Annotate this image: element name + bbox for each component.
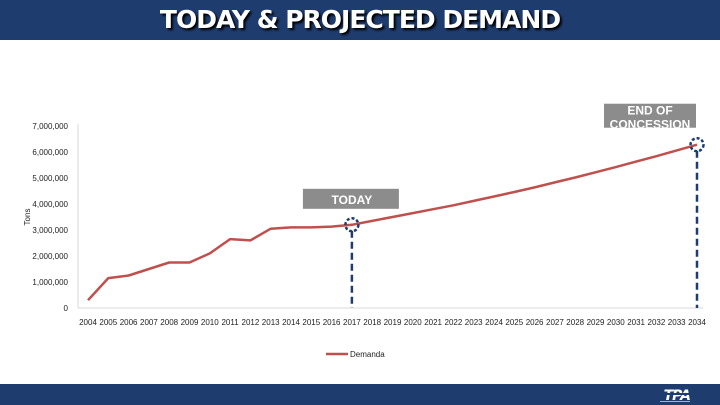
x-tick-label: 2020 bbox=[404, 318, 422, 327]
x-tick-label: 2031 bbox=[627, 318, 645, 327]
callout-label-end: END OF CONCESSION bbox=[610, 104, 691, 132]
x-tick-label: 2016 bbox=[323, 318, 341, 327]
x-tick-label: 2004 bbox=[79, 318, 97, 327]
series-line-demanda bbox=[87, 143, 698, 302]
callout-box-today bbox=[302, 188, 399, 209]
y-axis: 0 1,000,000 2,000,000 3,000,000 4,000,000 5,0… bbox=[23, 122, 79, 313]
x-tick-label: 2021 bbox=[424, 318, 442, 327]
x-tick-label: 2014 bbox=[282, 318, 300, 327]
y-tick-label: 5,000,000 bbox=[32, 174, 68, 183]
y-tick-label: 1,000,000 bbox=[32, 278, 68, 287]
x-tick-label: 2034 bbox=[688, 318, 706, 327]
x-tick-label: 2026 bbox=[526, 318, 544, 327]
x-tick-label: 2012 bbox=[242, 318, 260, 327]
x-tick-label: 2013 bbox=[262, 318, 280, 327]
x-tick-label: 2017 bbox=[343, 318, 361, 327]
logo-underline bbox=[660, 401, 690, 402]
callout-box-end bbox=[604, 103, 696, 128]
x-tick-label: 2019 bbox=[384, 318, 402, 327]
x-tick-label: 2005 bbox=[99, 318, 117, 327]
annotation-marker bbox=[344, 217, 360, 233]
tpa-logo: TPA bbox=[660, 387, 710, 404]
annotation-marker bbox=[689, 136, 705, 153]
y-tick-label: 0 bbox=[64, 304, 69, 313]
legend: Demanda bbox=[326, 350, 385, 359]
x-tick-label: 2007 bbox=[140, 318, 158, 327]
footer-bar: TPA bbox=[0, 384, 720, 405]
callout-label-today: TODAY bbox=[332, 193, 373, 207]
x-tick-label: 2033 bbox=[668, 318, 686, 327]
y-tick-label: 6,000,000 bbox=[32, 148, 68, 157]
x-tick-label: 2010 bbox=[201, 318, 219, 327]
x-tick-label: 2025 bbox=[505, 318, 523, 327]
x-tick-label: 2030 bbox=[607, 318, 625, 327]
y-axis-title: Tons bbox=[23, 209, 32, 226]
demand-chart: 0 1,000,000 2,000,000 3,000,000 4,000,000 5,0… bbox=[23, 103, 706, 359]
x-tick-label: 2008 bbox=[160, 318, 178, 327]
x-tick-label: 2009 bbox=[181, 318, 199, 327]
x-tick-label: 2028 bbox=[566, 318, 584, 327]
series-demanda bbox=[87, 143, 698, 302]
y-tick-label: 7,000,000 bbox=[32, 122, 68, 131]
x-tick-label: 2018 bbox=[363, 318, 381, 327]
logo-swoosh bbox=[665, 393, 710, 395]
y-tick-label: 3,000,000 bbox=[32, 226, 68, 235]
x-tick-label: 2029 bbox=[587, 318, 605, 327]
x-tick-label: 2032 bbox=[648, 318, 666, 327]
y-tick-label: 4,000,000 bbox=[32, 200, 68, 209]
x-axis: 2004 2005 2006 2007 2008 2009 2010 2011 2012 2013… bbox=[78, 307, 706, 327]
annotations: TODAY END OF CONCESSION bbox=[302, 103, 705, 308]
x-tick-label: 2015 bbox=[302, 318, 320, 327]
header-bar: TODAY & PROJECTED DEMAND bbox=[0, 0, 720, 40]
x-tick-label: 2011 bbox=[221, 318, 239, 327]
logo-text: TPA bbox=[663, 388, 691, 404]
x-tick-label: 2027 bbox=[546, 318, 564, 327]
x-tick-label: 2022 bbox=[445, 318, 463, 327]
callout-line-1: END OF bbox=[627, 104, 672, 118]
x-tick-label: 2024 bbox=[485, 318, 503, 327]
x-tick-label: 2006 bbox=[120, 318, 138, 327]
x-tick-label: 2023 bbox=[465, 318, 483, 327]
callout-line-2: CONCESSION bbox=[610, 118, 691, 132]
y-tick-label: 2,000,000 bbox=[32, 252, 68, 261]
legend-label-demanda: Demanda bbox=[350, 350, 385, 359]
page-title: TODAY & PROJECTED DEMAND bbox=[159, 5, 561, 34]
